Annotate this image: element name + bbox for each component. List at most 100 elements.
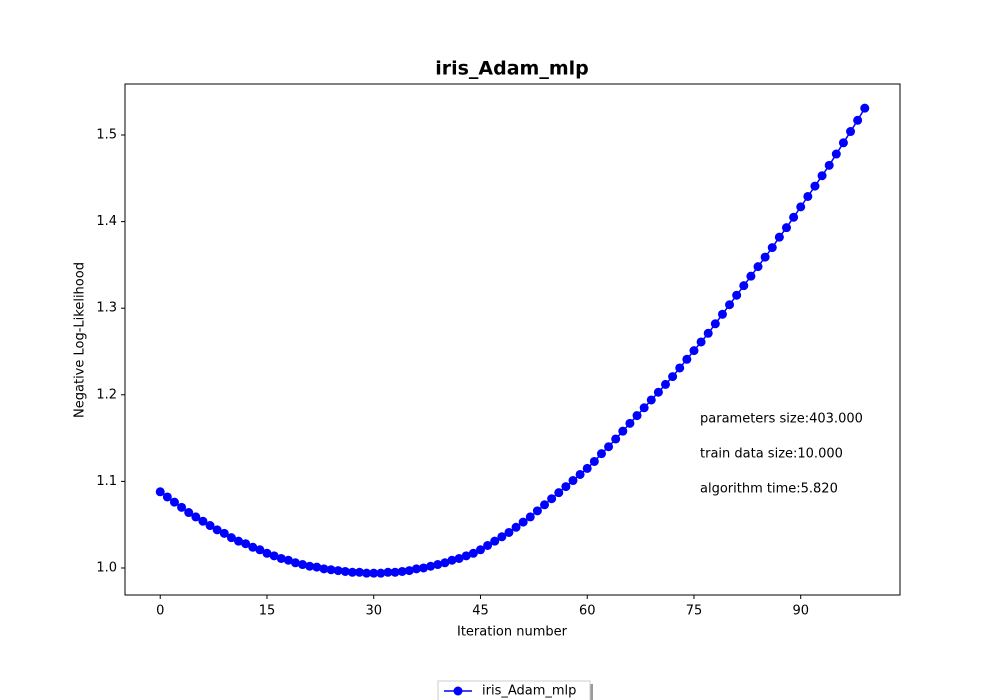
data-point — [767, 243, 777, 253]
data-point — [269, 551, 279, 561]
data-point — [653, 387, 663, 397]
chart-title: iris_Adam_mlp — [435, 58, 589, 80]
data-point — [532, 506, 542, 516]
data-point — [525, 512, 535, 522]
y-tick-label: 1.1 — [96, 474, 117, 489]
data-point — [625, 418, 635, 428]
data-point — [248, 542, 258, 552]
data-point — [753, 262, 763, 272]
data-point — [504, 527, 514, 537]
data-point — [333, 566, 343, 576]
data-point — [639, 403, 649, 413]
data-point — [511, 522, 521, 532]
data-point — [475, 545, 485, 555]
data-point — [419, 563, 429, 573]
legend: iris_Adam_mlp — [437, 680, 593, 700]
data-point — [461, 551, 471, 561]
data-point — [305, 561, 315, 571]
data-point — [312, 562, 322, 572]
y-tick-label: 1.4 — [96, 214, 117, 229]
data-point — [440, 558, 450, 568]
data-point — [347, 567, 357, 577]
data-point — [710, 319, 720, 329]
y-axis-label: Negative Log-Likelihood — [73, 262, 88, 418]
data-point — [369, 568, 379, 578]
data-point — [632, 411, 642, 421]
data-point — [518, 517, 528, 527]
annotation: train data size:10.000 — [700, 447, 843, 462]
x-tick-label: 15 — [259, 604, 276, 619]
x-tick-label: 0 — [156, 604, 164, 619]
data-point — [717, 309, 727, 319]
data-point — [675, 363, 685, 373]
data-point — [404, 566, 414, 576]
data-point — [454, 553, 464, 563]
data-point — [169, 497, 179, 507]
y-tick-label: 1.0 — [96, 560, 117, 575]
y-tick-label: 1.3 — [96, 301, 117, 316]
y-tick-label: 1.5 — [96, 128, 117, 143]
data-point — [810, 181, 820, 191]
data-point — [796, 202, 806, 212]
data-point — [362, 568, 372, 578]
data-point — [255, 545, 265, 555]
data-point — [760, 252, 770, 262]
data-point — [554, 488, 564, 498]
data-point — [575, 469, 585, 479]
data-point — [447, 555, 457, 565]
data-point — [184, 508, 194, 518]
data-point — [390, 567, 400, 577]
data-point — [411, 564, 421, 574]
legend-label: iris_Adam_mlp — [482, 684, 576, 699]
data-point — [824, 160, 834, 170]
data-point — [326, 565, 336, 575]
data-point — [582, 463, 592, 473]
data-point — [468, 548, 478, 558]
x-tick-label: 45 — [472, 604, 489, 619]
data-point — [860, 103, 870, 113]
data-point — [547, 494, 557, 504]
data-point — [490, 536, 500, 546]
data-point — [746, 271, 756, 281]
data-point — [290, 558, 300, 568]
data-point — [354, 567, 364, 577]
data-point — [198, 516, 208, 526]
data-point — [483, 540, 493, 550]
data-point — [732, 290, 742, 300]
data-point — [191, 512, 201, 522]
data-point — [838, 138, 848, 148]
data-point — [846, 127, 856, 137]
x-axis-label: Iteration number — [457, 625, 568, 640]
data-point — [276, 553, 286, 563]
data-point — [262, 548, 272, 558]
data-point — [774, 232, 784, 242]
data-point — [426, 561, 436, 571]
data-point — [604, 442, 614, 452]
data-point — [433, 560, 443, 570]
data-point — [383, 567, 393, 577]
data-point — [319, 564, 329, 574]
data-point — [725, 300, 735, 310]
data-point — [241, 539, 251, 549]
data-point — [596, 449, 606, 459]
data-point — [668, 372, 678, 382]
data-point — [162, 492, 172, 502]
data-point — [540, 500, 550, 510]
data-point — [853, 115, 863, 125]
data-point — [376, 568, 386, 578]
data-point — [340, 566, 350, 576]
x-tick-label: 60 — [579, 604, 596, 619]
data-point — [703, 328, 713, 338]
data-point — [568, 476, 578, 486]
annotation: parameters size:403.000 — [700, 412, 863, 427]
data-point — [803, 191, 813, 201]
data-point — [646, 395, 656, 405]
data-point — [177, 502, 187, 512]
annotation: algorithm time:5.820 — [700, 482, 838, 497]
data-point — [234, 536, 244, 546]
y-tick-label: 1.2 — [96, 387, 117, 402]
legend-box — [437, 680, 591, 700]
plot-frame — [124, 83, 901, 596]
legend-marker — [453, 686, 463, 696]
